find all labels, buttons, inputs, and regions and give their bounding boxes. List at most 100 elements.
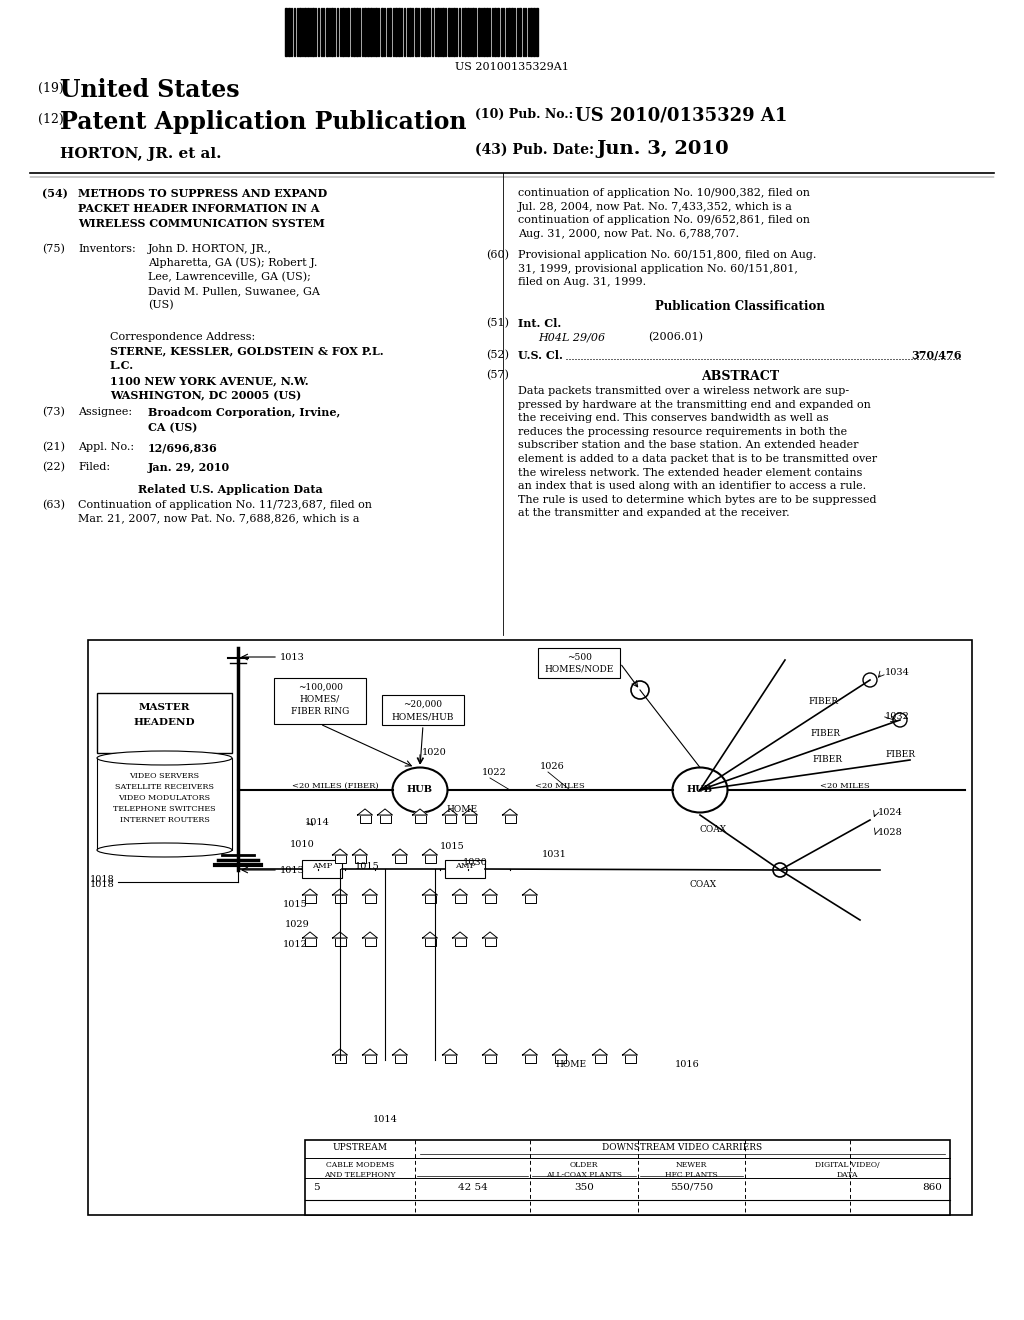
Text: Publication Classification: Publication Classification	[655, 300, 825, 313]
Bar	[347, 8, 349, 55]
Text: 1018: 1018	[90, 880, 115, 888]
Polygon shape	[442, 809, 458, 814]
Text: SATELLITE RECEIVERS: SATELLITE RECEIVERS	[115, 783, 214, 791]
Text: AND TELEPHONY: AND TELEPHONY	[325, 1171, 395, 1179]
Polygon shape	[392, 849, 408, 855]
Text: Inventors:: Inventors:	[78, 244, 136, 253]
Polygon shape	[553, 1049, 567, 1055]
Text: ABSTRACT: ABSTRACT	[701, 370, 779, 383]
Text: NEWER: NEWER	[676, 1162, 708, 1170]
Bar	[304, 8, 306, 55]
Text: 1018: 1018	[90, 875, 115, 884]
Ellipse shape	[97, 843, 232, 857]
Bar	[409, 8, 411, 55]
Bar	[467, 8, 469, 55]
Bar	[354, 855, 366, 863]
Bar	[519, 8, 521, 55]
Polygon shape	[463, 809, 477, 814]
Text: Broadcom Corporation, Irvine,
CA (US): Broadcom Corporation, Irvine, CA (US)	[148, 407, 340, 433]
Bar	[394, 855, 406, 863]
Text: Correspondence Address:: Correspondence Address:	[110, 333, 255, 342]
Bar	[380, 814, 390, 824]
Bar	[381, 8, 383, 55]
Text: UPSTREAM: UPSTREAM	[333, 1143, 387, 1152]
Bar	[97, 693, 232, 752]
Bar	[494, 8, 496, 55]
Text: 1013: 1013	[280, 866, 305, 875]
Polygon shape	[482, 888, 498, 895]
Polygon shape	[302, 932, 317, 939]
Polygon shape	[333, 849, 347, 855]
Text: H04L 29/06: H04L 29/06	[538, 333, 605, 342]
Polygon shape	[503, 809, 517, 814]
Text: 1014: 1014	[305, 818, 330, 828]
Text: <20 MILES: <20 MILES	[536, 781, 585, 789]
Bar	[455, 939, 466, 946]
Text: HOMES/: HOMES/	[300, 696, 340, 704]
Circle shape	[631, 681, 649, 700]
Text: Patent Application Publication: Patent Application Publication	[60, 110, 467, 135]
Text: FIBER RING: FIBER RING	[291, 708, 349, 715]
Text: ALL-COAX PLANTS: ALL-COAX PLANTS	[546, 1171, 622, 1179]
Polygon shape	[333, 932, 347, 939]
Bar	[484, 895, 496, 903]
Text: <20 MILES: <20 MILES	[820, 781, 869, 789]
Bar	[335, 855, 345, 863]
Bar	[312, 8, 314, 55]
Text: 860: 860	[923, 1183, 942, 1192]
Text: OLDER: OLDER	[569, 1162, 598, 1170]
Text: 370/476: 370/476	[911, 350, 962, 360]
Bar	[398, 8, 400, 55]
Text: 1010: 1010	[290, 840, 314, 849]
Bar	[595, 1055, 605, 1063]
Polygon shape	[453, 888, 468, 895]
Bar	[365, 939, 376, 946]
Polygon shape	[413, 809, 427, 814]
Text: (21): (21)	[42, 442, 65, 453]
Bar	[365, 1055, 376, 1063]
Text: 1034: 1034	[885, 668, 910, 677]
Text: (43) Pub. Date:: (43) Pub. Date:	[475, 143, 594, 157]
Bar	[425, 939, 435, 946]
Bar	[382, 696, 464, 725]
Bar	[444, 814, 456, 824]
Text: INTERNET ROUTERS: INTERNET ROUTERS	[120, 816, 210, 824]
Text: Filed:: Filed:	[78, 462, 111, 473]
Text: DIGITAL VIDEO/: DIGITAL VIDEO/	[815, 1162, 880, 1170]
Bar	[455, 895, 466, 903]
Text: 1030: 1030	[463, 858, 487, 867]
Text: HOME: HOME	[446, 805, 477, 814]
Text: (12): (12)	[38, 114, 63, 125]
Bar	[395, 8, 397, 55]
Text: 1014: 1014	[373, 1115, 397, 1125]
Text: 1016: 1016	[675, 1060, 699, 1069]
Text: HOMES/NODE: HOMES/NODE	[545, 665, 613, 675]
Text: CABLE MODEMS: CABLE MODEMS	[326, 1162, 394, 1170]
Text: (52): (52)	[486, 350, 509, 360]
Text: DOWNSTREAM VIDEO CARRIERS: DOWNSTREAM VIDEO CARRIERS	[602, 1143, 763, 1152]
Bar	[97, 758, 232, 850]
Text: HEADEND: HEADEND	[134, 718, 196, 727]
Text: (10) Pub. No.:: (10) Pub. No.:	[475, 108, 573, 121]
Polygon shape	[362, 888, 378, 895]
Polygon shape	[333, 888, 347, 895]
Text: (22): (22)	[42, 462, 65, 473]
Text: HOME: HOME	[555, 1060, 586, 1069]
Bar	[486, 8, 488, 55]
Bar	[415, 8, 417, 55]
Bar	[538, 648, 620, 678]
Bar	[426, 8, 428, 55]
Polygon shape	[482, 1049, 498, 1055]
Bar	[356, 8, 358, 55]
Bar	[274, 678, 366, 723]
Polygon shape	[352, 849, 368, 855]
Bar	[342, 8, 344, 55]
Bar	[389, 8, 391, 55]
Text: Jun. 3, 2010: Jun. 3, 2010	[596, 140, 729, 158]
Bar	[453, 8, 455, 55]
Bar	[88, 640, 972, 1214]
Polygon shape	[453, 932, 468, 939]
Text: U.S. Cl.: U.S. Cl.	[518, 350, 563, 360]
Bar	[353, 8, 355, 55]
Text: FIBER: FIBER	[812, 755, 842, 764]
